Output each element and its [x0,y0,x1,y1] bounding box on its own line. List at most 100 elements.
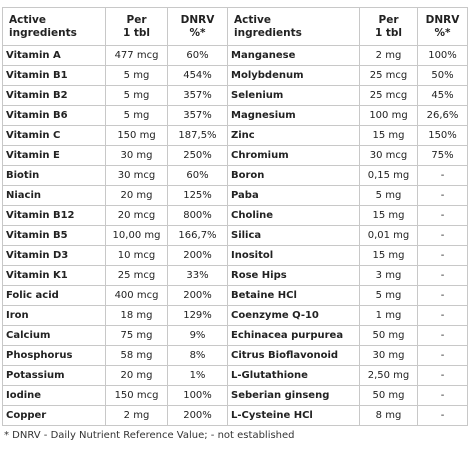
cell: 1 mg [359,305,418,326]
table-row: Biotin 30 mcg 60% Boron 0,15 mg - [2,165,468,186]
cell: 200% [167,245,228,266]
cell: 3 mg [359,265,418,286]
header-line: %* [434,26,451,39]
cell: 15 mg [359,125,418,146]
table-row: Phosphorus 58 mg 8% Citrus Bioflavonoid 30 m… [2,345,468,366]
header-line: 1 tbl [122,26,151,39]
cell: - [417,345,468,366]
cell: 75% [417,145,468,166]
cell: 100 mg [359,105,418,126]
header-cell: Per 1 tbl [359,7,418,46]
cell: 357% [167,85,228,106]
cell: 50 mg [359,385,418,406]
cell: 30 mcg [359,145,418,166]
cell: - [417,185,468,206]
table-row: Niacin 20 mg 125% Paba 5 mg - [2,185,468,206]
cell: 150 mg [105,125,168,146]
table-row: Potassium 20 mg 1% L-Glutathione 2,50 mg - [2,365,468,386]
header-cell: Per 1 tbl [105,7,168,46]
table-row: Vitamin B12 20 mcg 800% Choline 15 mg - [2,205,468,226]
table-row: Copper 2 mg 200% L-Cysteine HCl 8 mg - [2,405,468,426]
cell: 26,6% [417,105,468,126]
ingredient-name: Potassium [2,365,106,386]
ingredient-name: L-Cysteine HCl [227,405,360,426]
ingredient-name: Coenzyme Q-10 [227,305,360,326]
ingredient-name: Inositol [227,245,360,266]
ingredient-name: Iron [2,305,106,326]
table-row: Vitamin D3 10 mcg 200% Inositol 15 mg - [2,245,468,266]
cell: 477 mcg [105,45,168,66]
ingredient-name: Magnesium [227,105,360,126]
ingredient-name: Choline [227,205,360,226]
cell: 20 mg [105,365,168,386]
header-line: DNRV [180,13,215,26]
ingredient-name: Silica [227,225,360,246]
cell: 9% [167,325,228,346]
cell: 33% [167,265,228,286]
cell: 8% [167,345,228,366]
ingredient-name: Molybdenum [227,65,360,86]
cell: 50 mg [359,325,418,346]
ingredient-name: Vitamin C [2,125,106,146]
ingredient-name: Vitamin B5 [2,225,106,246]
cell: 58 mg [105,345,168,366]
cell: 129% [167,305,228,326]
cell: 8 mg [359,405,418,426]
ingredient-name: Betaine HCl [227,285,360,306]
cell: 50% [417,65,468,86]
cell: 60% [167,45,228,66]
cell: 20 mg [105,185,168,206]
cell: 100% [167,385,228,406]
header-line: 1 tbl [374,26,403,39]
ingredient-name: Vitamin K1 [2,265,106,286]
ingredient-name: Iodine [2,385,106,406]
cell: - [417,225,468,246]
cell: 250% [167,145,228,166]
ingredient-name: Vitamin B6 [2,105,106,126]
table-row: Calcium 75 mg 9% Echinacea purpurea 50 mg - [2,325,468,346]
ingredient-name: Chromium [227,145,360,166]
cell: 1% [167,365,228,386]
ingredient-name: Citrus Bioflavonoid [227,345,360,366]
cell: - [417,365,468,386]
ingredient-name: Vitamin E [2,145,106,166]
header-line: Active [234,13,271,26]
header-line: Active [9,13,46,26]
cell: 100% [417,45,468,66]
cell: - [417,285,468,306]
cell: 25 mcg [105,265,168,286]
cell: 0,01 mg [359,225,418,246]
table-body: Vitamin A 477 mcg 60% Manganese 2 mg 100% Vita… [2,45,468,426]
ingredient-name: Selenium [227,85,360,106]
cell: 2,50 mg [359,365,418,386]
cell: 5 mg [105,65,168,86]
cell: 400 mcg [105,285,168,306]
ingredient-name: Vitamin A [2,45,106,66]
cell: - [417,325,468,346]
header-line: DNRV [425,13,460,26]
ingredient-name: Manganese [227,45,360,66]
cell: 150 mcg [105,385,168,406]
ingredient-name: Vitamin B2 [2,85,106,106]
header-cell: DNRV %* [167,7,228,46]
header-line: ingredients [234,26,302,39]
cell: 75 mg [105,325,168,346]
cell: 357% [167,105,228,126]
table-row: Iron 18 mg 129% Coenzyme Q-10 1 mg - [2,305,468,326]
cell: 0,15 mg [359,165,418,186]
cell: 2 mg [359,45,418,66]
header-line: Per [126,13,147,26]
ingredient-name: L-Glutathione [227,365,360,386]
cell: 454% [167,65,228,86]
ingredient-name: Calcium [2,325,106,346]
ingredient-name: Vitamin D3 [2,245,106,266]
cell: 20 mcg [105,205,168,226]
header-cell: DNRV %* [417,7,468,46]
ingredient-name: Seberian ginseng [227,385,360,406]
header-cell: Active ingredients [227,7,360,46]
cell: 166,7% [167,225,228,246]
cell: 5 mg [359,285,418,306]
cell: 25 mcg [359,65,418,86]
table-row: Iodine 150 mcg 100% Seberian ginseng 50 mg - [2,385,468,406]
